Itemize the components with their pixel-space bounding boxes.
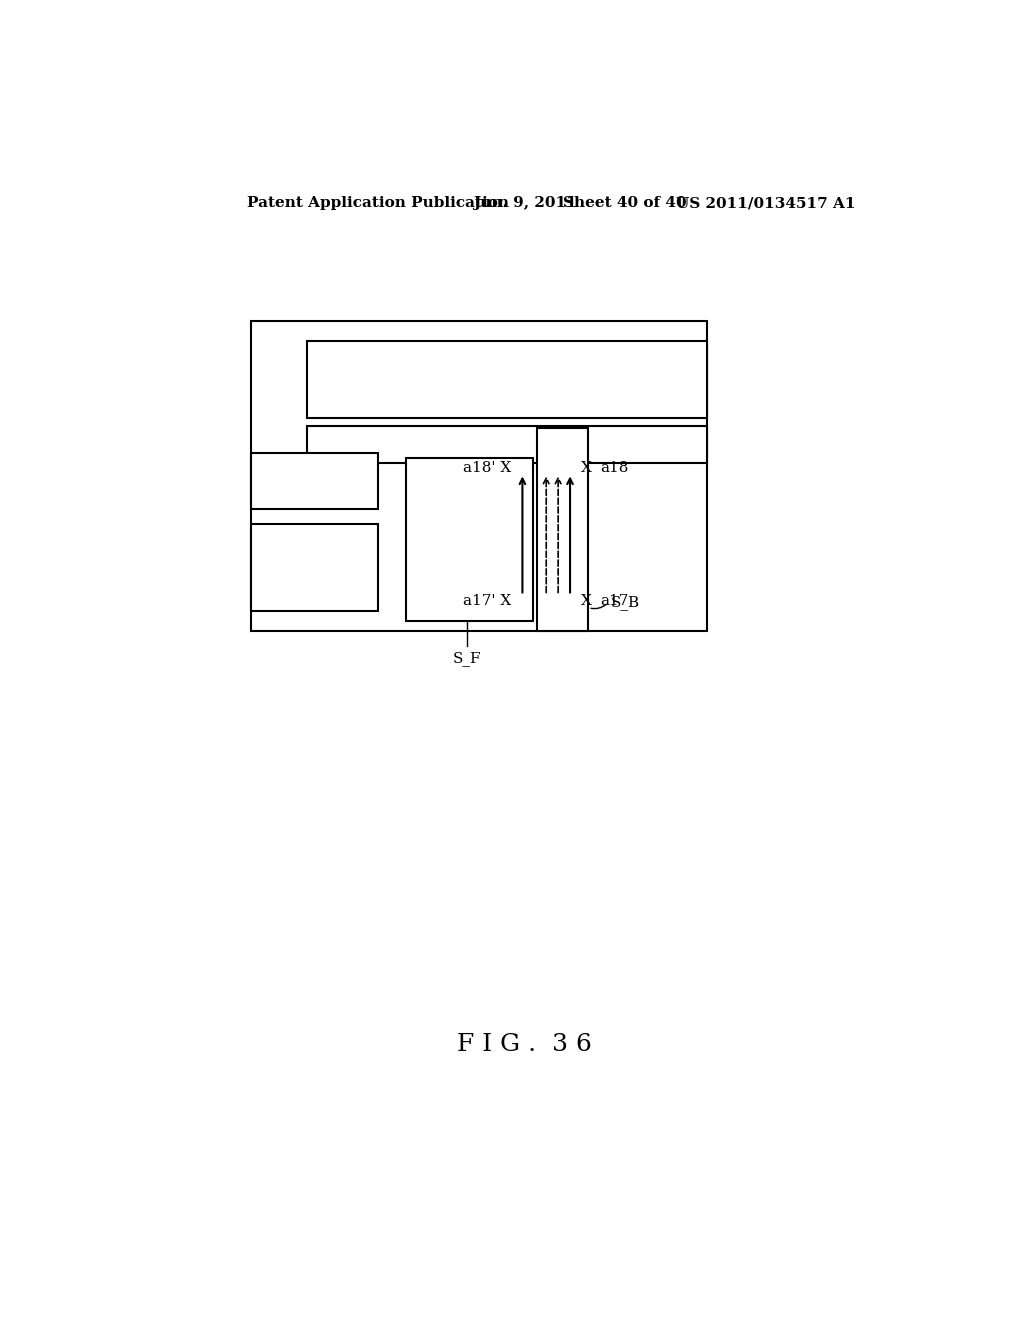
Bar bbox=[306, 342, 708, 417]
Text: Sheet 40 of 40: Sheet 40 of 40 bbox=[563, 197, 686, 210]
Bar bbox=[251, 321, 708, 631]
Text: a17: a17 bbox=[600, 594, 629, 607]
Text: a17' X: a17' X bbox=[463, 594, 511, 607]
Text: Patent Application Publication: Patent Application Publication bbox=[247, 197, 509, 210]
Text: a18: a18 bbox=[600, 462, 629, 475]
Bar bbox=[537, 428, 588, 631]
Bar bbox=[251, 453, 378, 510]
Text: Jun. 9, 2011: Jun. 9, 2011 bbox=[473, 197, 577, 210]
Text: X: X bbox=[582, 594, 592, 607]
Bar bbox=[406, 458, 532, 620]
Bar bbox=[306, 426, 708, 463]
Text: X: X bbox=[582, 462, 592, 475]
Text: a18' X: a18' X bbox=[463, 462, 511, 475]
Text: S_B: S_B bbox=[610, 595, 640, 610]
Text: S_F: S_F bbox=[453, 651, 481, 667]
Text: US 2011/0134517 A1: US 2011/0134517 A1 bbox=[676, 197, 855, 210]
Text: F I G .  3 6: F I G . 3 6 bbox=[458, 1034, 592, 1056]
Bar bbox=[251, 524, 378, 611]
